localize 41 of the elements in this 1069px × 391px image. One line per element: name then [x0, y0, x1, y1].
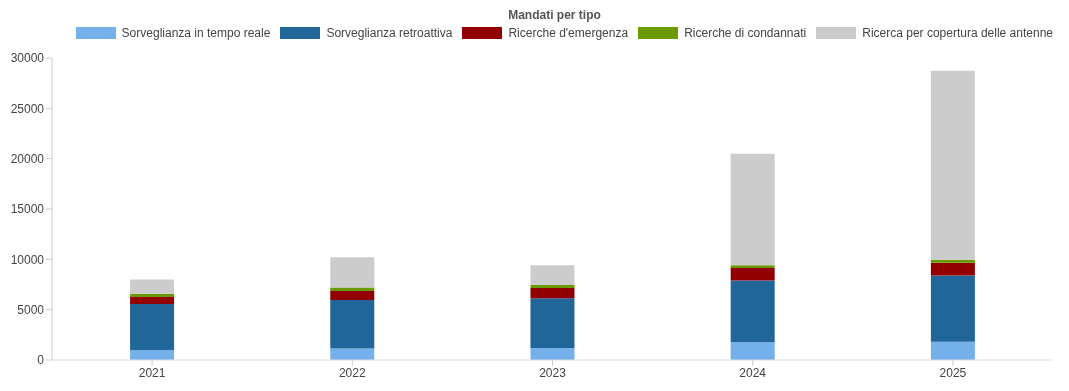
y-tick-label: 25000	[10, 101, 45, 116]
bar	[530, 265, 575, 285]
bar	[330, 257, 375, 288]
x-tick-label: 2022	[338, 365, 366, 380]
bar	[530, 298, 575, 349]
bar	[930, 262, 975, 276]
legend-label: Ricerche d'emergenza	[507, 26, 629, 40]
bar	[730, 342, 775, 360]
bar	[930, 70, 975, 260]
x-tick-label: 2025	[939, 365, 967, 380]
legend-label: Sorveglianza retroattiva	[325, 26, 453, 40]
bar	[730, 153, 775, 266]
x-tick-label: 2024	[739, 365, 767, 380]
bar	[930, 259, 975, 263]
bar	[730, 267, 775, 281]
bar	[130, 296, 175, 304]
bar	[130, 293, 175, 297]
legend-label: Sorveglianza in tempo reale	[120, 26, 271, 40]
bar	[930, 275, 975, 342]
y-tick-label: 5000	[17, 302, 45, 317]
bar	[330, 290, 375, 300]
bar	[130, 303, 175, 350]
y-tick-label: 15000	[10, 202, 45, 217]
y-tick-label: 30000	[10, 51, 45, 66]
y-tick-label: 10000	[10, 252, 45, 267]
bar	[330, 348, 375, 360]
y-tick-label: 20000	[10, 151, 45, 166]
bar	[330, 299, 375, 349]
bar	[530, 348, 575, 360]
bar	[730, 265, 775, 268]
bar	[130, 279, 175, 294]
bar	[730, 280, 775, 343]
bar	[530, 287, 575, 299]
bar	[530, 284, 575, 288]
bar	[930, 341, 975, 360]
x-tick-label: 2021	[138, 365, 166, 380]
legend-label: Ricerche di condannati	[683, 26, 807, 40]
x-tick-label: 2023	[539, 365, 567, 380]
y-tick-label: 0	[37, 353, 45, 368]
legend-label: Ricerca per copertura delle antenne	[861, 26, 1053, 40]
chart-title: Mandati per tipo	[507, 8, 602, 24]
